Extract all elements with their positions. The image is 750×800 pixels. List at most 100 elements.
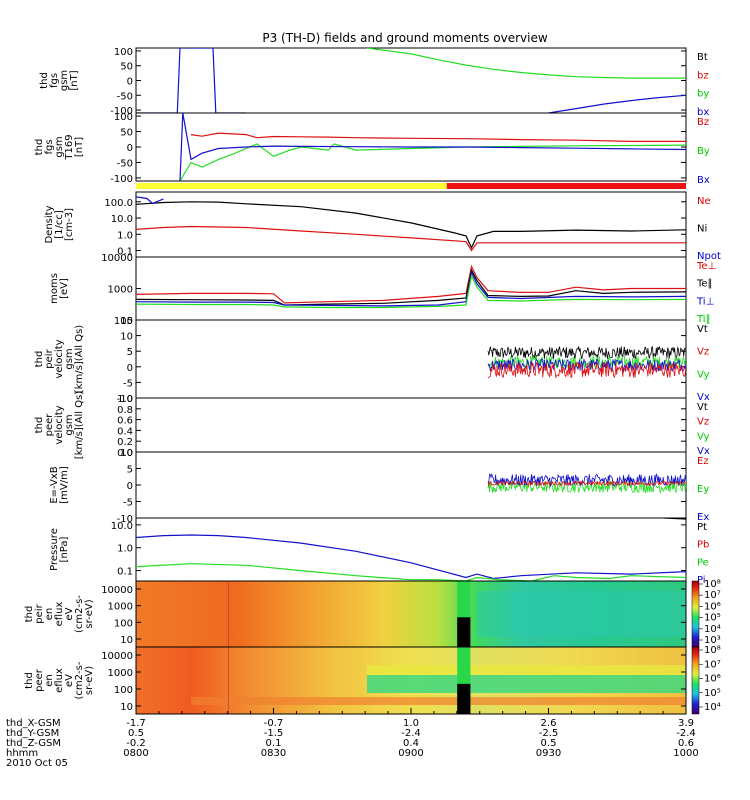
y-tick-label: 100.0 [104,198,133,209]
data-gap [457,683,471,714]
orbit-row-label: thd_Z-GSM [6,738,61,749]
orbit-value: 0.6 [678,738,694,749]
y-axis-label: eV [64,674,75,687]
orbit-value: 0.5 [541,738,557,749]
legend-entry: Vt [697,402,708,413]
y-tick-label: 50 [120,128,133,139]
y-tick-label: -5 [123,498,133,509]
series-Pe [136,563,686,581]
y-axis-label: [km/s](All Qs) [74,391,85,459]
y-axis-label: moms [49,273,60,304]
orbit-value: 0.5 [128,728,144,739]
orbit-value: -0.2 [126,738,146,749]
legend-entry: Pb [697,540,709,551]
status-bar-red [446,183,686,189]
y-tick-label: 10.0 [111,521,133,532]
panel-fgs169: 100 50 0 -50 -100 thd fgs gsm T169 [nT] Bz By Bx [34,112,710,186]
colorbar [691,646,700,715]
series-Pt [663,518,686,520]
y-axis-label: [1/cc] [54,210,65,239]
y-tick-label: -50 [117,91,133,102]
orbit-value: -0.7 [264,718,284,729]
series-Ey [487,479,686,494]
orbit-row-label: thd_X-GSM [6,718,61,729]
y-tick-label: -10 [117,394,133,405]
legend-entry: bz [697,70,709,81]
legend-entry: Vz [697,417,709,428]
noise-group [487,472,686,494]
orbit-value: -2.4 [401,728,421,739]
y-axis-label: [nT] [69,70,80,90]
y-tick-label: 10 [120,332,133,343]
y-tick-label: 5 [127,465,133,476]
y-tick-label: 1.0 [117,394,133,405]
orbit-value: -1.7 [126,718,146,729]
y-axis-label: velocity [54,339,65,378]
panel-pressure: 10.0 1.0 0.1 Pressure [nPa] Pt Pb Pe Pi [49,517,709,586]
y-tick-label: 0.8 [117,405,133,416]
panel-frame [135,47,687,114]
y-axis-label: [nT] [74,137,85,157]
legend-entry: Ex [697,512,709,523]
y-axis-label: [mV/m] [59,466,70,504]
colorbar-tick-label: 10⁶ [704,601,721,612]
orbit-value: 0.4 [403,738,419,749]
legend-entry: Vz [697,347,709,358]
y-axis-label: gsm [64,348,75,369]
series-Ez [487,480,686,487]
date-label: 2010 Oct 05 [6,758,68,769]
colorbar-tick-label: 10³ [704,635,721,646]
y-axis-label: E=-VxB [49,466,60,503]
y-axis-label: Pressure [49,528,60,571]
orbit-value: -2.4 [676,728,696,739]
y-tick-label: 0.1 [117,567,133,578]
y-tick-label: -10 [117,514,133,525]
y-axis-label: [cm-3] [64,208,75,241]
orbit-value: 0900 [398,748,423,759]
y-tick-label: 50 [120,62,133,73]
series-By [179,143,686,181]
colorbar-tick-label: 10⁸ [704,645,721,656]
y-tick-label: 0.1 [117,247,133,258]
y-axis-label: thd [34,351,45,368]
y-tick-label: 15 [120,316,133,327]
band-orange [191,697,686,705]
colorbar-tick-label: 10⁴ [704,624,721,635]
y-axis-label: thd [34,417,45,434]
y-axis-label: peir [34,603,45,623]
orbit-value: 0.1 [266,738,282,749]
series-Vz [487,361,686,379]
colorbar-tick-label: 10⁶ [704,674,721,685]
y-tick-label: -100 [110,106,133,117]
legend-entry: by [697,89,709,100]
legend-entry: Vy [697,431,710,442]
y-axis-label: fgs [49,73,60,88]
band-yellow [367,665,686,675]
y-axis-label: gsm [59,70,70,91]
series-Ni [136,201,686,250]
y-tick-label: -5 [123,378,133,389]
y-tick-label: 0.2 [117,437,133,448]
orbit-value: 0830 [261,748,286,759]
y-tick-label: 0 [127,143,133,154]
panel-moms_t: 10000 1000 100 moms [eV] Te⊥ Te∥ Ti⊥ Ti∥ [49,253,716,327]
y-tick-label: 1000 [108,602,133,613]
panel-frame [135,256,687,321]
y-axis-label: en [44,608,55,621]
series-Ti∥ [136,274,686,309]
panel-fgs: 100 50 0 -50 -100 thd fgs gsm [nT] Bt bz by bx [39,47,709,118]
series-Bx [179,113,686,181]
series-group [136,196,686,252]
y-axis-label: (cm2-s- [74,661,85,699]
y-axis-label: gsm [64,414,75,435]
series-Bz [190,132,686,142]
y-axis-label: T169 [64,134,75,160]
status-bar-yellow [136,183,447,189]
y-axis-label: (cm2-s- [74,595,85,633]
orbit-value: 1.0 [403,718,419,729]
y-tick-label: 100 [114,618,133,629]
y-tick-label: 10 [120,635,133,646]
legend-entry: Ti⊥ [696,296,714,307]
legend-entry: Vx [697,446,710,457]
